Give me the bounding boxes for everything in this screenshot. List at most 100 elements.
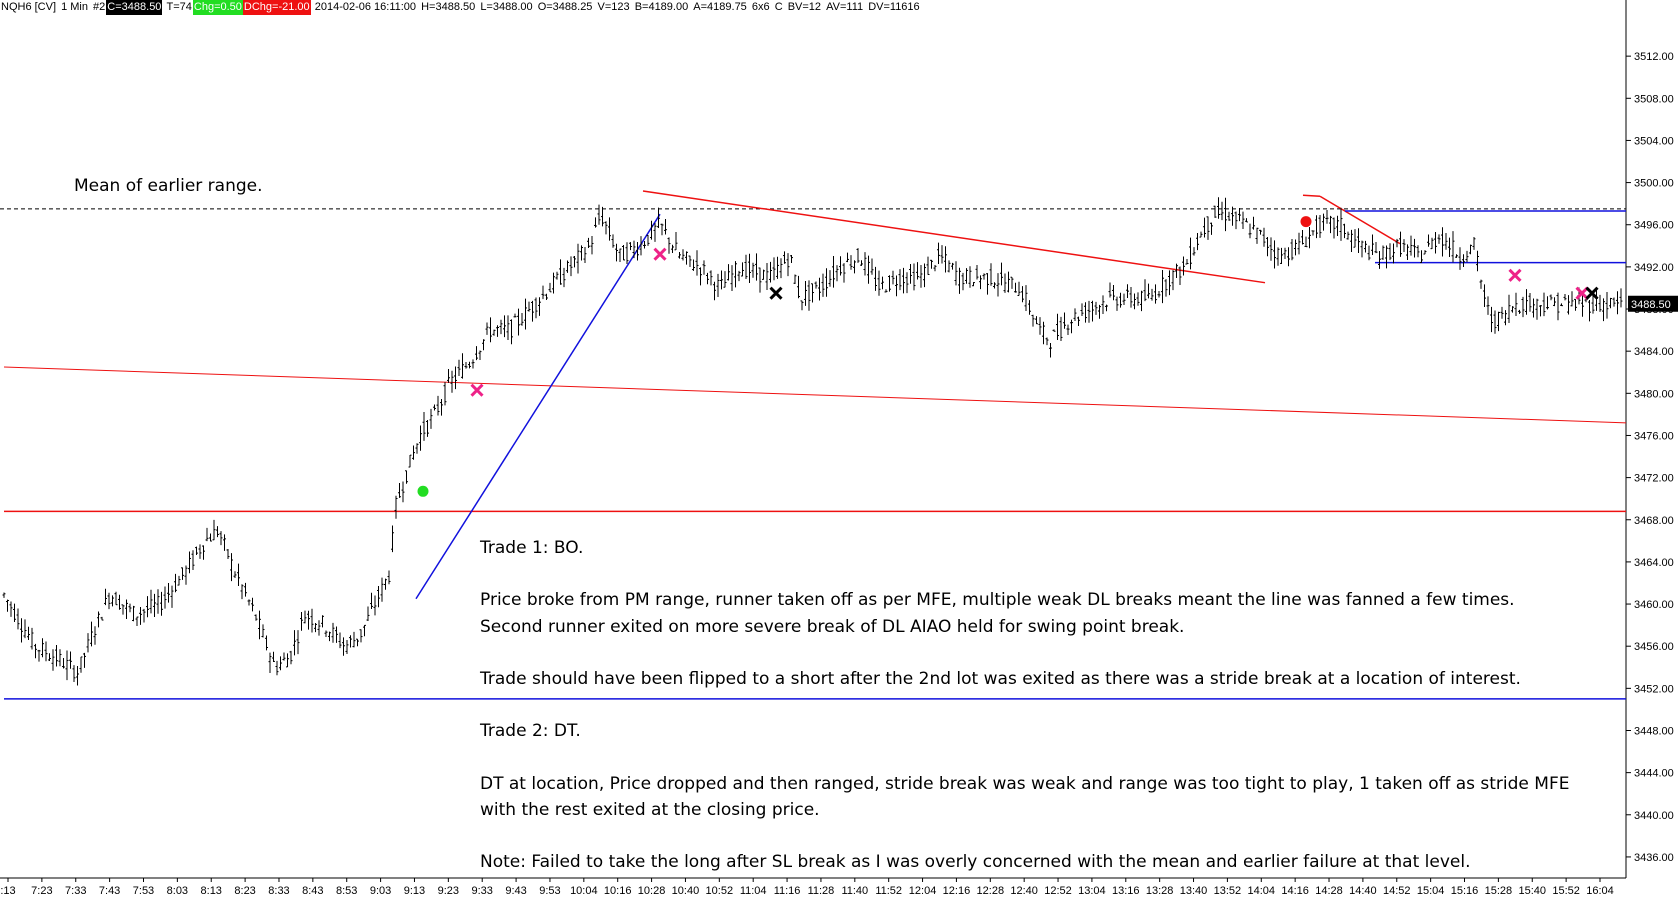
candle	[1080, 303, 1084, 317]
candle	[1031, 314, 1035, 327]
candle	[233, 571, 237, 579]
candle	[454, 366, 457, 390]
candle	[1129, 286, 1133, 308]
candle	[184, 565, 188, 585]
candle	[1413, 238, 1416, 258]
candle	[34, 643, 37, 659]
y-tick-label: 3444.00	[1634, 768, 1674, 780]
candle	[489, 317, 492, 343]
candle	[1570, 291, 1574, 307]
candle	[195, 546, 198, 556]
candle	[1532, 298, 1535, 318]
exit-marker-black	[769, 286, 783, 300]
candle	[769, 261, 772, 283]
candle	[1385, 245, 1388, 269]
candle	[958, 267, 961, 294]
candle	[1024, 285, 1028, 312]
candle	[1101, 295, 1105, 314]
candle	[335, 626, 338, 643]
candle	[2, 592, 6, 598]
candle	[272, 651, 275, 663]
candle	[688, 255, 692, 267]
candle	[779, 258, 783, 279]
candle	[258, 610, 261, 640]
candle	[877, 270, 881, 296]
candle	[342, 637, 345, 656]
candle	[723, 271, 727, 288]
x-tick-label: 13:04	[1078, 885, 1106, 897]
candle	[1360, 240, 1364, 258]
candle	[408, 454, 412, 468]
candle	[1514, 292, 1518, 316]
candle	[198, 544, 202, 559]
chart-frame	[0, 0, 1627, 879]
candle	[1294, 239, 1297, 256]
candle	[860, 260, 863, 266]
candle	[30, 627, 34, 650]
candle	[1525, 289, 1528, 315]
candle	[545, 293, 548, 301]
candle	[1269, 237, 1273, 261]
candle	[923, 263, 926, 288]
ask-volume-value: AV=111	[826, 1, 864, 13]
candle	[790, 255, 793, 263]
candle	[912, 263, 916, 291]
candle	[1168, 270, 1171, 296]
y-tick-label: 3508.00	[1634, 93, 1674, 105]
x-tick-label: 9:23	[438, 885, 459, 897]
candle-series	[2, 197, 1623, 686]
down-trendline	[642, 190, 1266, 284]
candle	[1500, 306, 1504, 319]
note-line: Second runner exited on more severe brea…	[480, 616, 1185, 637]
candle	[359, 629, 363, 643]
daily-change-value: DChg=-21.00	[242, 0, 311, 15]
exit-marker-pink	[470, 383, 484, 397]
candle	[1147, 283, 1150, 299]
candle	[1451, 231, 1455, 263]
candle	[485, 322, 489, 335]
candle	[569, 256, 573, 277]
candle	[1318, 215, 1322, 238]
candle	[835, 265, 839, 282]
candle	[685, 251, 688, 265]
candle	[657, 207, 660, 229]
candle	[636, 241, 639, 261]
candle	[944, 246, 947, 273]
candle	[478, 350, 482, 360]
candle	[1133, 293, 1136, 310]
y-tick-label: 3484.00	[1634, 346, 1674, 358]
y-tick-label: 3448.00	[1634, 725, 1674, 737]
x-tick-label: 12:16	[943, 885, 971, 897]
candle	[702, 260, 706, 275]
candle	[1122, 293, 1126, 305]
candle	[1322, 213, 1325, 231]
candle	[1087, 300, 1091, 323]
candle	[293, 630, 296, 656]
candle	[639, 236, 643, 256]
candle	[370, 592, 373, 610]
note-line: DT at location, Price dropped and then r…	[480, 773, 1570, 794]
candle	[1595, 290, 1598, 311]
candle	[1238, 208, 1241, 222]
candle	[1507, 294, 1511, 323]
candle	[856, 248, 860, 263]
candle	[1178, 266, 1182, 286]
candle	[324, 630, 328, 638]
candle	[209, 533, 212, 542]
candle	[1518, 309, 1521, 314]
candle	[1616, 291, 1619, 315]
x-tick-label: 10:52	[706, 885, 734, 897]
candle	[412, 445, 415, 460]
candle	[121, 604, 125, 615]
y-tick-label: 3492.00	[1634, 262, 1674, 274]
x-tick-label: 10:04	[570, 885, 598, 897]
candle	[1266, 236, 1269, 257]
candle	[1462, 254, 1465, 267]
candle	[1493, 310, 1497, 334]
candle	[1262, 227, 1266, 247]
candle	[422, 412, 426, 441]
candle	[163, 586, 167, 609]
candle	[1164, 279, 1168, 297]
candle	[1084, 302, 1087, 323]
